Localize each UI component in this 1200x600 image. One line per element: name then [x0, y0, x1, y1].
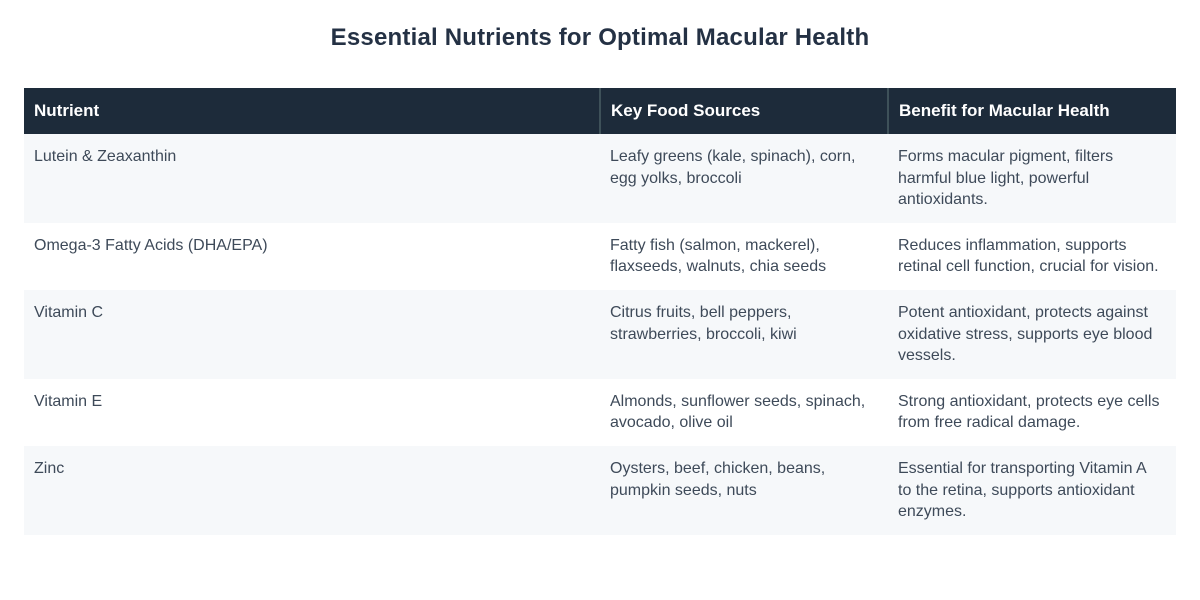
cell-food-sources: Almonds, sunflower seeds, spinach, avoca…: [610, 392, 866, 432]
table-header-row: Nutrient Key Food Sources Benefit for Ma…: [24, 88, 1176, 134]
cell-nutrient: Vitamin C: [34, 303, 104, 321]
nutrients-table-container: Nutrient Key Food Sources Benefit for Ma…: [24, 88, 1176, 535]
table-row: Vitamin E Almonds, sunflower seeds, spin…: [24, 378, 1176, 446]
cell-nutrient: Zinc: [34, 459, 65, 477]
cell-nutrient: Omega-3 Fatty Acids (DHA/EPA): [34, 236, 268, 254]
cell-benefit: Potent antioxidant, protects against oxi…: [898, 303, 1153, 365]
nutrients-table: Nutrient Key Food Sources Benefit for Ma…: [24, 88, 1176, 535]
table-row: Vitamin C Citrus fruits, bell peppers, s…: [24, 289, 1176, 379]
cell-benefit: Reduces inflammation, supports retinal c…: [898, 236, 1159, 276]
cell-benefit: Forms macular pigment, filters harmful b…: [898, 148, 1114, 209]
table-row: Zinc Oysters, beef, chicken, beans, pump…: [24, 445, 1176, 535]
table-row: Lutein & Zeaxanthin Leafy greens (kale, …: [24, 134, 1176, 223]
page-title: Essential Nutrients for Optimal Macular …: [330, 24, 870, 51]
cell-food-sources: Leafy greens (kale, spinach), corn, egg …: [610, 148, 856, 187]
cell-food-sources: Fatty fish (salmon, mackerel), flaxseeds…: [610, 236, 827, 276]
cell-benefit: Strong antioxidant, protects eye cells f…: [898, 392, 1160, 432]
cell-nutrient: Lutein & Zeaxanthin: [34, 148, 177, 165]
column-header-benefit: Benefit for Macular Health: [887, 88, 1176, 134]
column-header-food-sources: Key Food Sources: [599, 88, 888, 134]
cell-food-sources: Citrus fruits, bell peppers, strawberrie…: [610, 303, 797, 343]
column-header-nutrient: Nutrient: [24, 88, 600, 134]
cell-food-sources: Oysters, beef, chicken, beans, pumpkin s…: [610, 459, 826, 499]
table-row: Omega-3 Fatty Acids (DHA/EPA) Fatty fish…: [24, 222, 1176, 290]
cell-benefit: Essential for transporting Vitamin A to …: [898, 459, 1146, 521]
cell-nutrient: Vitamin E: [34, 392, 103, 410]
